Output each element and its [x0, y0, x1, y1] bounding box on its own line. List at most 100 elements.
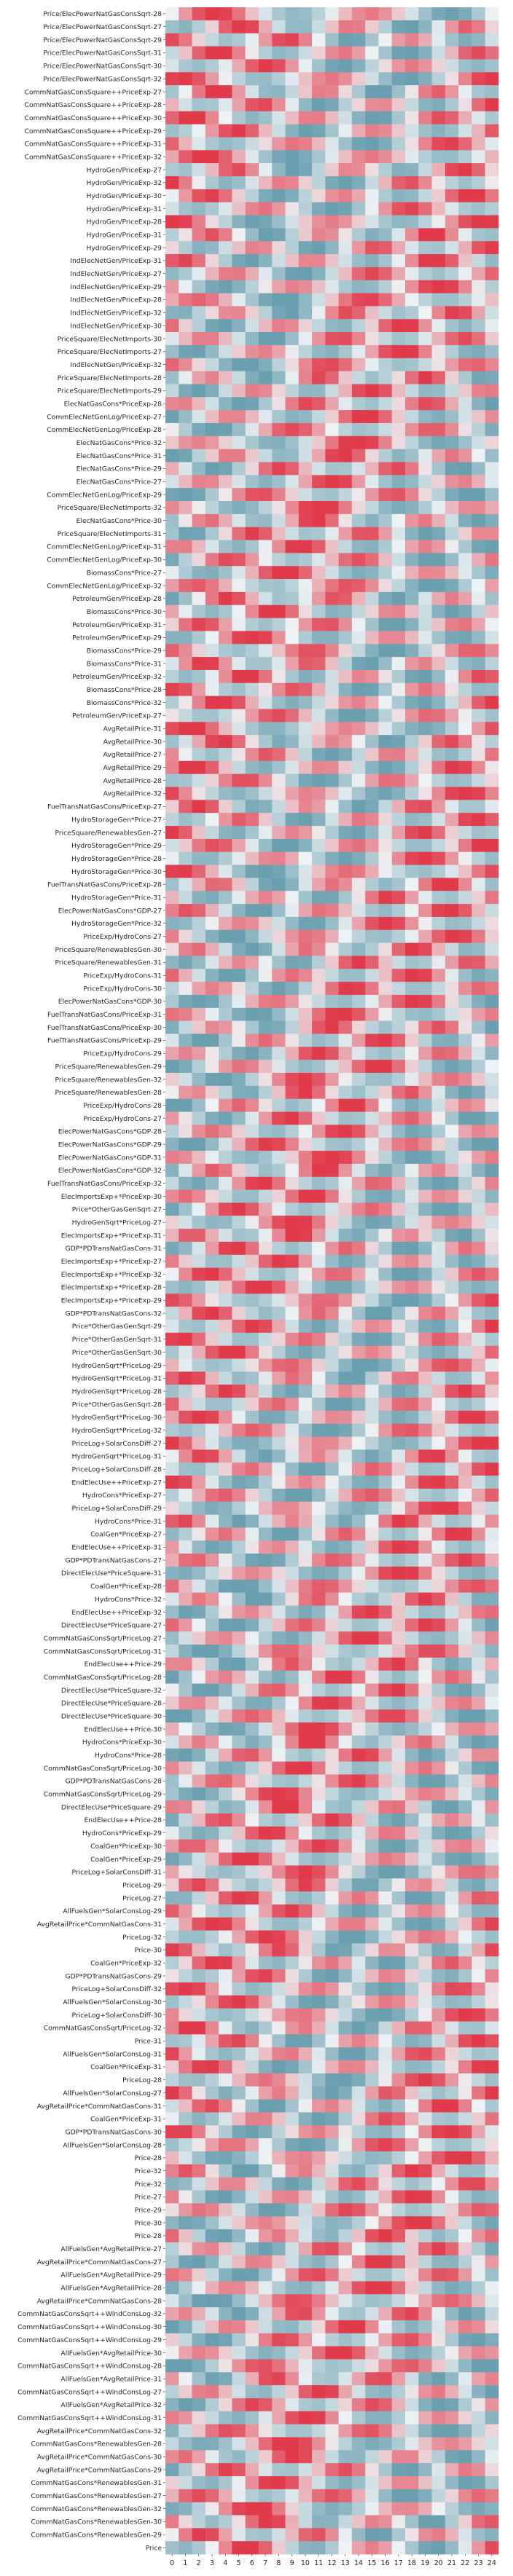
- heatmap-cell: [378, 800, 392, 813]
- heatmap-cell: [312, 280, 326, 294]
- heatmap-cell: [179, 1918, 192, 1931]
- heatmap-cell: [392, 995, 406, 1008]
- heatmap-cell: [458, 462, 472, 475]
- heatmap-cell: [458, 1553, 472, 1567]
- heatmap-cell: [352, 566, 366, 579]
- heatmap-cell: [205, 34, 219, 47]
- heatmap-cell: [299, 2307, 313, 2320]
- heatmap-cell: [179, 1684, 192, 1697]
- heatmap-cell: [312, 2425, 326, 2438]
- heatmap-cell: [418, 2151, 432, 2165]
- heatmap-cell: [458, 735, 472, 748]
- heatmap-cell: [418, 1800, 432, 1813]
- heatmap-cell: [192, 722, 206, 735]
- heatmap-cell: [432, 2398, 446, 2411]
- heatmap-cell: [485, 722, 499, 735]
- heatmap-cell: [192, 787, 206, 800]
- y-tick-label: IndElecNetGen/PriceExp-28: [70, 296, 162, 304]
- heatmap-cell: [458, 826, 472, 839]
- heatmap-cell: [312, 2151, 326, 2165]
- heatmap-cell: [165, 852, 179, 865]
- heatmap-cell: [259, 47, 273, 60]
- heatmap-cell: [205, 1891, 219, 1905]
- heatmap-cell: [232, 2333, 246, 2347]
- heatmap-cell: [205, 1736, 219, 1749]
- heatmap-cell: [232, 839, 246, 852]
- heatmap-cell: [485, 1359, 499, 1372]
- heatmap-cell: [179, 501, 192, 514]
- heatmap-cell: [219, 2425, 232, 2438]
- heatmap-cell: [352, 1502, 366, 1515]
- heatmap-cell: [312, 1384, 326, 1398]
- heatmap-cell: [432, 125, 446, 138]
- heatmap-cell: [445, 1853, 459, 1866]
- heatmap-cell: [232, 852, 246, 865]
- heatmap-cell: [339, 1580, 353, 1593]
- heatmap-cell: [471, 462, 485, 475]
- heatmap-cell: [205, 1853, 219, 1866]
- heatmap-cell: [458, 1631, 472, 1645]
- heatmap-cell: [232, 189, 246, 202]
- heatmap-cell: [392, 2021, 406, 2034]
- heatmap-cell: [192, 1164, 206, 1177]
- heatmap-cell: [471, 1709, 485, 1722]
- heatmap-cell: [432, 2411, 446, 2425]
- heatmap-cell: [165, 1034, 179, 1047]
- heatmap-cell: [432, 1853, 446, 1866]
- heatmap-cell: [299, 1099, 313, 1112]
- heatmap-cell: [205, 1515, 219, 1528]
- heatmap-cell: [458, 683, 472, 696]
- heatmap-cell: [179, 2372, 192, 2385]
- heatmap-cell: [325, 1112, 339, 1125]
- heatmap-cell: [392, 1384, 406, 1398]
- heatmap-cell: [471, 488, 485, 501]
- heatmap-cell: [365, 1553, 379, 1567]
- heatmap-cell: [485, 956, 499, 969]
- heatmap-cell: [418, 1384, 432, 1398]
- heatmap-cell: [365, 47, 379, 60]
- heatmap-cell: [418, 1618, 432, 1631]
- heatmap-cell: [485, 1138, 499, 1151]
- heatmap-cell: [246, 956, 259, 969]
- heatmap-cell: [286, 644, 299, 657]
- heatmap-cell: [299, 2372, 313, 2385]
- heatmap-cell: [418, 2242, 432, 2256]
- heatmap-cell: [445, 449, 459, 462]
- heatmap-cell: [392, 839, 406, 852]
- heatmap-cell: [352, 1112, 366, 1125]
- heatmap-cell: [325, 1320, 339, 1333]
- heatmap-cell: [299, 397, 313, 410]
- heatmap-cell: [325, 371, 339, 385]
- heatmap-cell: [445, 2281, 459, 2294]
- heatmap-cell: [286, 1658, 299, 1671]
- heatmap-cell: [405, 163, 419, 176]
- heatmap-cell: [458, 2411, 472, 2425]
- heatmap-cell: [219, 1384, 232, 1398]
- heatmap-cell: [272, 1242, 286, 1255]
- heatmap-cell: [312, 2450, 326, 2463]
- heatmap-cell: [232, 2476, 246, 2489]
- heatmap-cell: [232, 1878, 246, 1891]
- heatmap-cell: [432, 1787, 446, 1800]
- heatmap-cell: [325, 1177, 339, 1190]
- heatmap-cell: [339, 2307, 353, 2320]
- heatmap-cell: [246, 618, 259, 631]
- heatmap-cell: [205, 1645, 219, 1658]
- heatmap-cell: [339, 280, 353, 294]
- heatmap-cell: [312, 202, 326, 216]
- heatmap-cell: [246, 1489, 259, 1502]
- heatmap-cell: [392, 774, 406, 787]
- heatmap-cell: [246, 2463, 259, 2476]
- heatmap-cell: [205, 1462, 219, 1476]
- heatmap-cell: [471, 1671, 485, 1684]
- heatmap-cell: [192, 2073, 206, 2087]
- heatmap-cell: [205, 2502, 219, 2516]
- heatmap-cell: [312, 1229, 326, 1242]
- heatmap-cell: [165, 657, 179, 670]
- heatmap-cell: [246, 2437, 259, 2450]
- heatmap-cell: [352, 163, 366, 176]
- heatmap-cell: [471, 2307, 485, 2320]
- heatmap-cell: [325, 488, 339, 501]
- heatmap-cell: [392, 2138, 406, 2151]
- heatmap-cell: [272, 111, 286, 125]
